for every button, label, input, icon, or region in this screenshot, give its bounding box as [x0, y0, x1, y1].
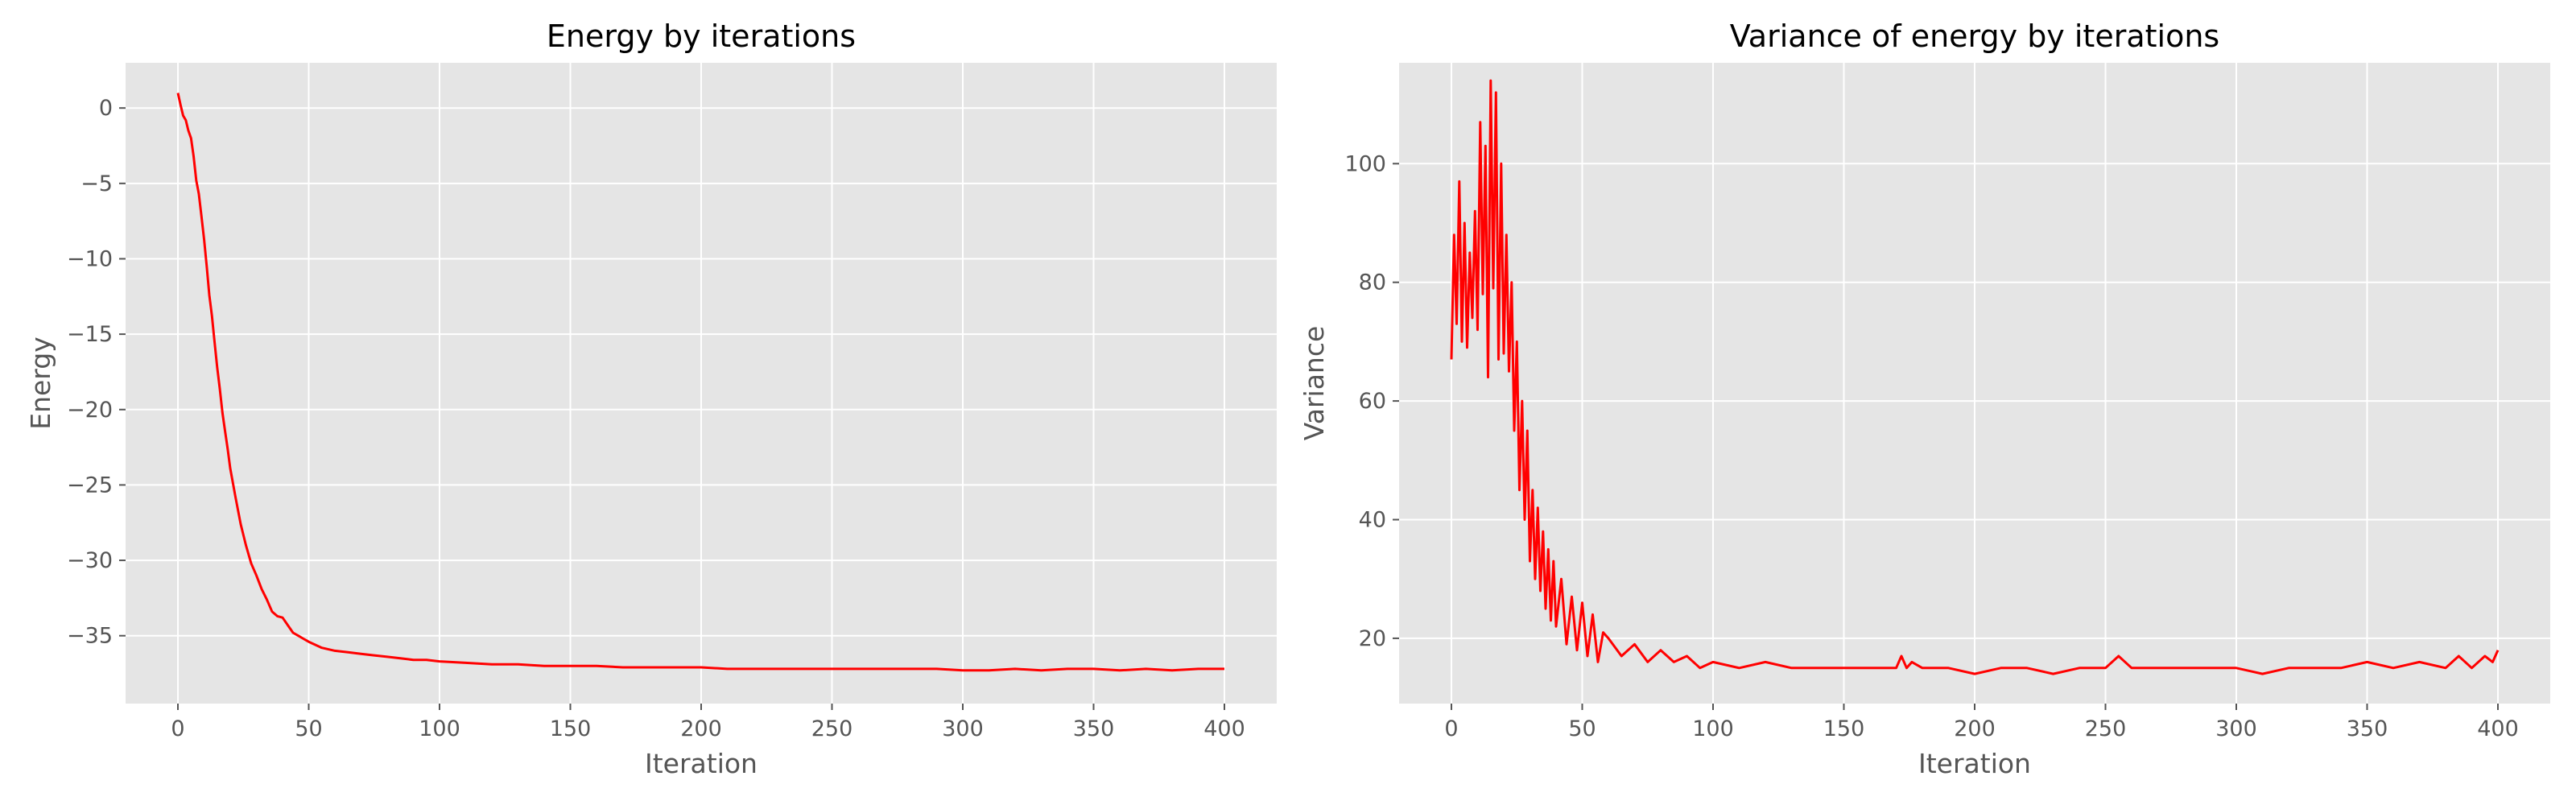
variance-y-tick-label: 80 [1359, 270, 1386, 295]
variance-x-tick-label: 150 [1823, 716, 1865, 741]
energy-y-tick-label: −30 [67, 548, 113, 573]
variance-x-tick-label: 400 [2477, 716, 2519, 741]
variance-y-tick-label: 20 [1359, 626, 1386, 651]
variance-x-tick-label: 300 [2215, 716, 2257, 741]
variance-ticks: 0 50 100 150 200 250 300 350 400 20 40 60 80 100 [1344, 151, 2518, 741]
variance-y-tick-label: 100 [1344, 151, 1386, 176]
energy-x-tick-label: 150 [550, 716, 592, 741]
energy-chart: 0 50 100 150 200 250 300 350 400 0 −5 −10 −15 −20 −25 −… [25, 19, 1277, 779]
energy-x-tick-label: 300 [942, 716, 984, 741]
energy-y-tick-label: −35 [67, 624, 113, 649]
variance-x-tick-label: 350 [2347, 716, 2388, 741]
variance-chart: 0 50 100 150 200 250 300 350 400 20 40 60 80 100 Vari… [1298, 19, 2550, 779]
energy-x-tick-label: 50 [295, 716, 322, 741]
variance-x-tick-label: 50 [1568, 716, 1596, 741]
energy-ticks: 0 50 100 150 200 250 300 350 400 0 −5 −10 −15 −20 −25 −… [67, 96, 1245, 741]
energy-y-tick-label: −10 [67, 246, 113, 271]
variance-x-axis-label: Iteration [1918, 748, 2031, 779]
energy-y-tick-label: −5 [80, 171, 113, 196]
variance-x-tick-label: 0 [1444, 716, 1458, 741]
energy-series-line [176, 93, 1224, 672]
variance-x-tick-label: 100 [1692, 716, 1734, 741]
energy-x-axis-label: Iteration [645, 748, 758, 779]
variance-y-tick-label: 60 [1359, 389, 1386, 414]
variance-chart-title: Variance of energy by iterations [1730, 19, 2219, 54]
energy-x-tick-label: 100 [419, 716, 460, 741]
energy-y-tick-label: −20 [67, 398, 113, 423]
variance-x-tick-label: 250 [2085, 716, 2127, 741]
energy-y-tick-label: −15 [67, 322, 113, 347]
variance-x-tick-label: 200 [1954, 716, 1996, 741]
variance-y-axis-label: Variance [1298, 326, 1330, 441]
energy-x-tick-label: 200 [680, 716, 722, 741]
energy-y-axis-label: Energy [25, 336, 56, 430]
energy-x-tick-label: 400 [1203, 716, 1245, 741]
variance-y-tick-label: 40 [1359, 508, 1386, 533]
energy-chart-title: Energy by iterations [547, 19, 856, 54]
energy-y-tick-label: −25 [67, 473, 113, 497]
variance-grid [1399, 63, 2550, 704]
energy-x-tick-label: 0 [171, 716, 184, 741]
energy-grid [126, 63, 1277, 704]
energy-y-tick-label: 0 [99, 96, 113, 121]
energy-x-tick-label: 350 [1073, 716, 1115, 741]
variance-series-line [1450, 79, 2500, 675]
energy-x-tick-label: 250 [811, 716, 853, 741]
